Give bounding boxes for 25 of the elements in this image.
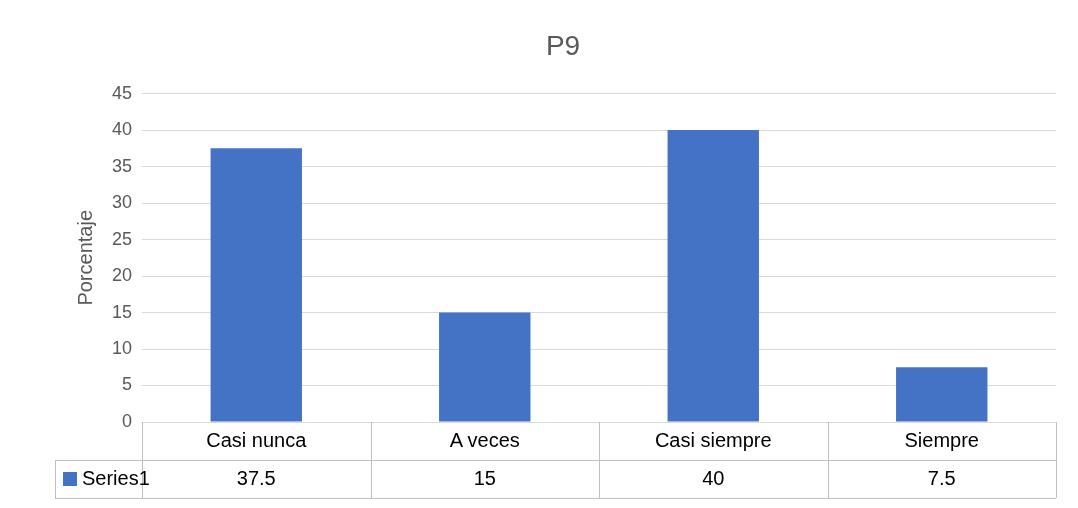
y-tick-label: 5 [122, 374, 133, 395]
y-tick-label: 25 [111, 228, 133, 249]
y-tick-label: 15 [111, 301, 133, 322]
bar [439, 312, 531, 422]
legend-label: Series1 [82, 466, 150, 489]
bar [210, 148, 302, 422]
y-axis-title: Porcentaje [73, 209, 96, 306]
chart-title: P9 [545, 29, 581, 61]
y-tick-label: 40 [111, 119, 133, 140]
x-tick-label: A veces [449, 428, 520, 451]
data-label: 7.5 [927, 466, 956, 489]
y-tick-label: 30 [111, 192, 133, 213]
bar [896, 367, 988, 422]
data-label: 37.5 [236, 466, 276, 489]
data-label: 15 [473, 466, 496, 489]
y-tick-label: 45 [111, 82, 133, 103]
y-tick-label: 0 [122, 410, 133, 431]
data-label: 40 [702, 466, 725, 489]
y-tick-label: 10 [111, 337, 133, 358]
x-tick-label: Casi siempre [654, 428, 772, 451]
x-tick-label: Siempre [904, 428, 979, 451]
y-tick-label: 20 [111, 265, 133, 286]
bar [667, 130, 759, 422]
y-tick-label: 35 [111, 155, 133, 176]
x-tick-label: Casi nunca [206, 428, 308, 451]
